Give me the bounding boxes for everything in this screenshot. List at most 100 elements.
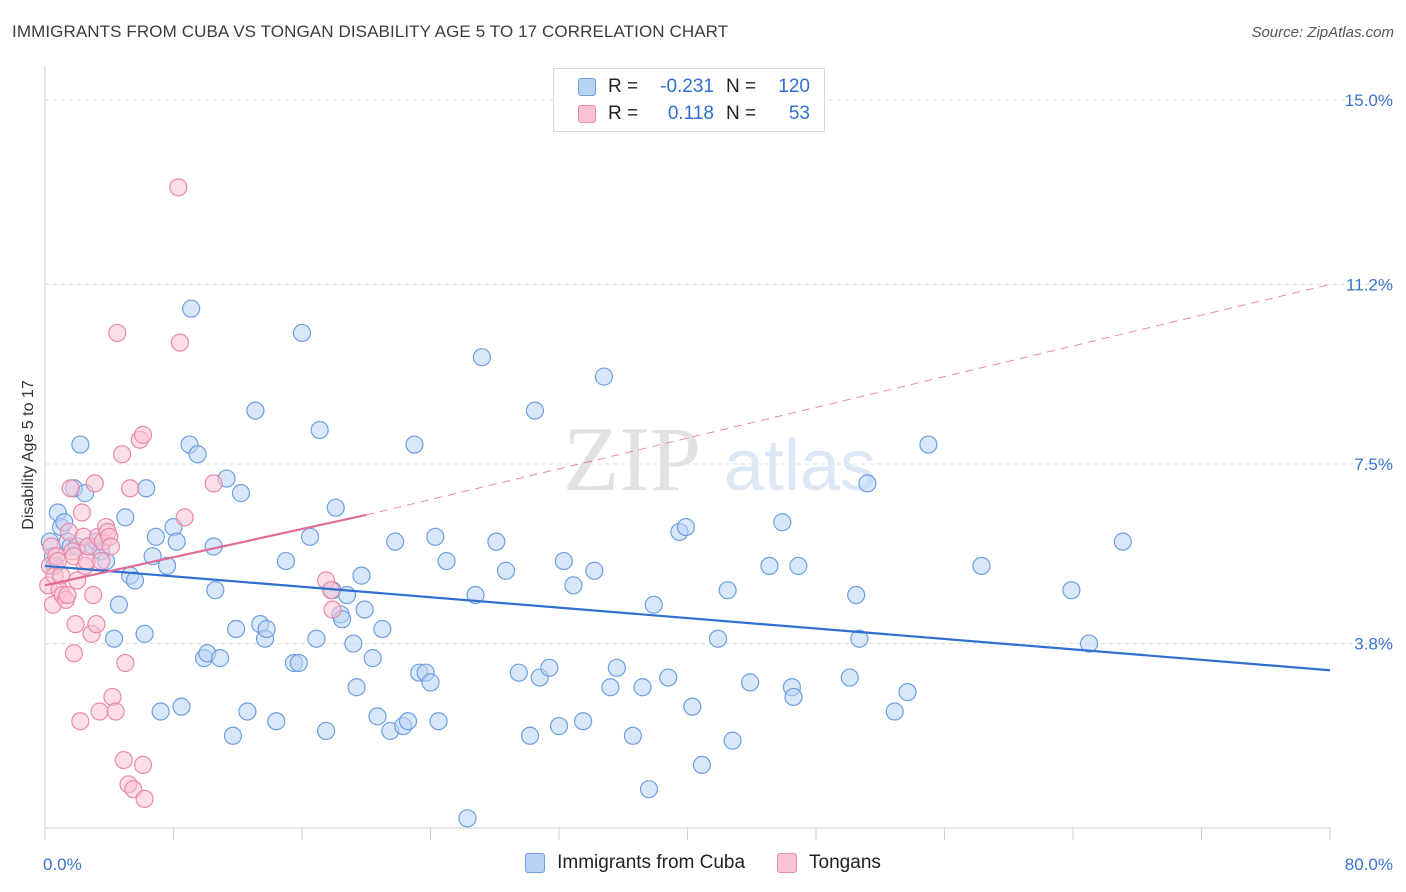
- cuba-point: [151, 702, 170, 721]
- cuba-point: [840, 668, 859, 687]
- tongan-point: [121, 479, 140, 498]
- tongan-point: [116, 653, 135, 673]
- legend-n-label: N =: [726, 76, 757, 97]
- watermark: ZIP atlas: [563, 408, 876, 510]
- y-tick-label: 11.2%: [1346, 275, 1393, 294]
- tongan-point: [169, 178, 188, 197]
- cuba-point: [858, 474, 877, 493]
- tongan-point: [108, 323, 127, 343]
- tongan-point: [90, 702, 109, 721]
- legend-r-label: R =: [608, 103, 639, 124]
- cuba-point: [307, 629, 326, 648]
- tongan-point: [72, 503, 92, 522]
- legend-n-label: N =: [726, 103, 757, 124]
- cuba-point: [368, 707, 387, 726]
- y-tick-label: 7.5%: [1354, 455, 1393, 474]
- cuba-point: [238, 702, 257, 721]
- cuba-point: [292, 323, 312, 343]
- cuba-point: [850, 629, 869, 648]
- bottom-legend-label-cuba: Immigrants from Cuba: [557, 852, 746, 873]
- cuba-point: [466, 585, 485, 605]
- cuba-point: [723, 731, 742, 750]
- chart-title: IMMIGRANTS FROM CUBA VS TONGAN DISABILIT…: [12, 22, 729, 41]
- tongan-point: [133, 755, 153, 775]
- tongan-point: [92, 551, 111, 571]
- legend-swatch-cuba: [578, 78, 596, 96]
- cuba-point: [231, 484, 251, 503]
- legend-row-tongans: R = 0.118 N = 53: [578, 102, 810, 126]
- cuba-point: [898, 683, 917, 702]
- cuba-point: [135, 624, 154, 643]
- legend-r-value: 0.118: [667, 103, 714, 124]
- cuba-point: [71, 435, 90, 454]
- cuba-point: [352, 566, 371, 585]
- cuba-point: [644, 595, 663, 614]
- cuba-point: [137, 479, 156, 498]
- cuba-point: [659, 668, 678, 687]
- tongan-trend-extension: [366, 283, 1331, 516]
- tongan-point: [87, 615, 106, 634]
- cuba-point: [437, 551, 456, 571]
- cuba-point: [326, 498, 345, 517]
- cuba-point: [972, 556, 991, 576]
- cuba-point: [594, 367, 614, 386]
- cuba-point: [472, 348, 491, 367]
- tongan-point: [101, 537, 120, 556]
- cuba-point: [344, 634, 363, 653]
- legend-box: R = -0.231 N = 120 R = 0.118 N = 53: [553, 68, 825, 132]
- tick-labels: 15.0% 11.2% 7.5% 3.8% 0.0% 80.0%: [43, 91, 1393, 874]
- cuba-point: [157, 556, 177, 576]
- cuba-point: [623, 726, 642, 745]
- cuba-point: [1079, 634, 1099, 653]
- cuba-point: [116, 508, 135, 527]
- cuba-point: [355, 600, 374, 619]
- cuba-point: [601, 678, 620, 697]
- y-tick-label: 3.8%: [1354, 635, 1393, 654]
- cuba-point: [223, 726, 243, 745]
- x-tick-label: 0.0%: [43, 855, 82, 874]
- legend-r-value: -0.231: [660, 76, 714, 97]
- tongan-point: [170, 333, 190, 352]
- tongan-point: [204, 474, 223, 493]
- cuba-point: [405, 435, 424, 454]
- cuba-point: [257, 619, 276, 639]
- data-points: [39, 178, 1132, 828]
- cuba-point: [109, 595, 128, 614]
- watermark-atlas: atlas: [724, 426, 876, 506]
- tongan-point: [114, 750, 133, 770]
- cuba-point: [540, 658, 559, 677]
- cuba-point: [182, 299, 201, 318]
- cuba-point: [125, 571, 145, 590]
- x-tick-label: 80.0%: [1345, 855, 1393, 874]
- cuba-point: [564, 576, 583, 595]
- cuba-point: [789, 556, 808, 576]
- cuba-point: [426, 527, 445, 546]
- cuba-point: [300, 527, 320, 546]
- tongan-point: [61, 479, 80, 498]
- tongan-trend-line: [44, 513, 367, 587]
- bottom-legend-swatch-cuba: [525, 853, 546, 873]
- bottom-legend-item-cuba: Immigrants from Cuba: [525, 852, 745, 874]
- cuba-point: [885, 702, 904, 721]
- cuba-point: [167, 532, 186, 551]
- cuba-point: [210, 649, 230, 668]
- bottom-legend: Immigrants from Cuba Tongans: [0, 852, 1406, 874]
- cuba-point: [487, 532, 506, 551]
- cuba-point: [458, 809, 477, 828]
- cuba-point: [741, 673, 760, 692]
- legend-row-cuba: R = -0.231 N = 120: [578, 75, 810, 99]
- y-tick-label: 15.0%: [1345, 91, 1393, 110]
- legend-r-label: R =: [608, 76, 639, 97]
- cuba-point: [347, 678, 366, 697]
- cuba-point: [496, 561, 516, 580]
- tongan-point: [323, 600, 342, 619]
- cuba-point: [554, 551, 573, 571]
- cuba-point: [188, 445, 207, 464]
- cuba-point: [573, 712, 593, 731]
- cuba-point: [373, 619, 392, 639]
- cuba-point: [633, 678, 652, 697]
- tongan-point: [58, 585, 77, 605]
- tongan-point: [106, 702, 125, 721]
- cuba-point: [289, 653, 308, 673]
